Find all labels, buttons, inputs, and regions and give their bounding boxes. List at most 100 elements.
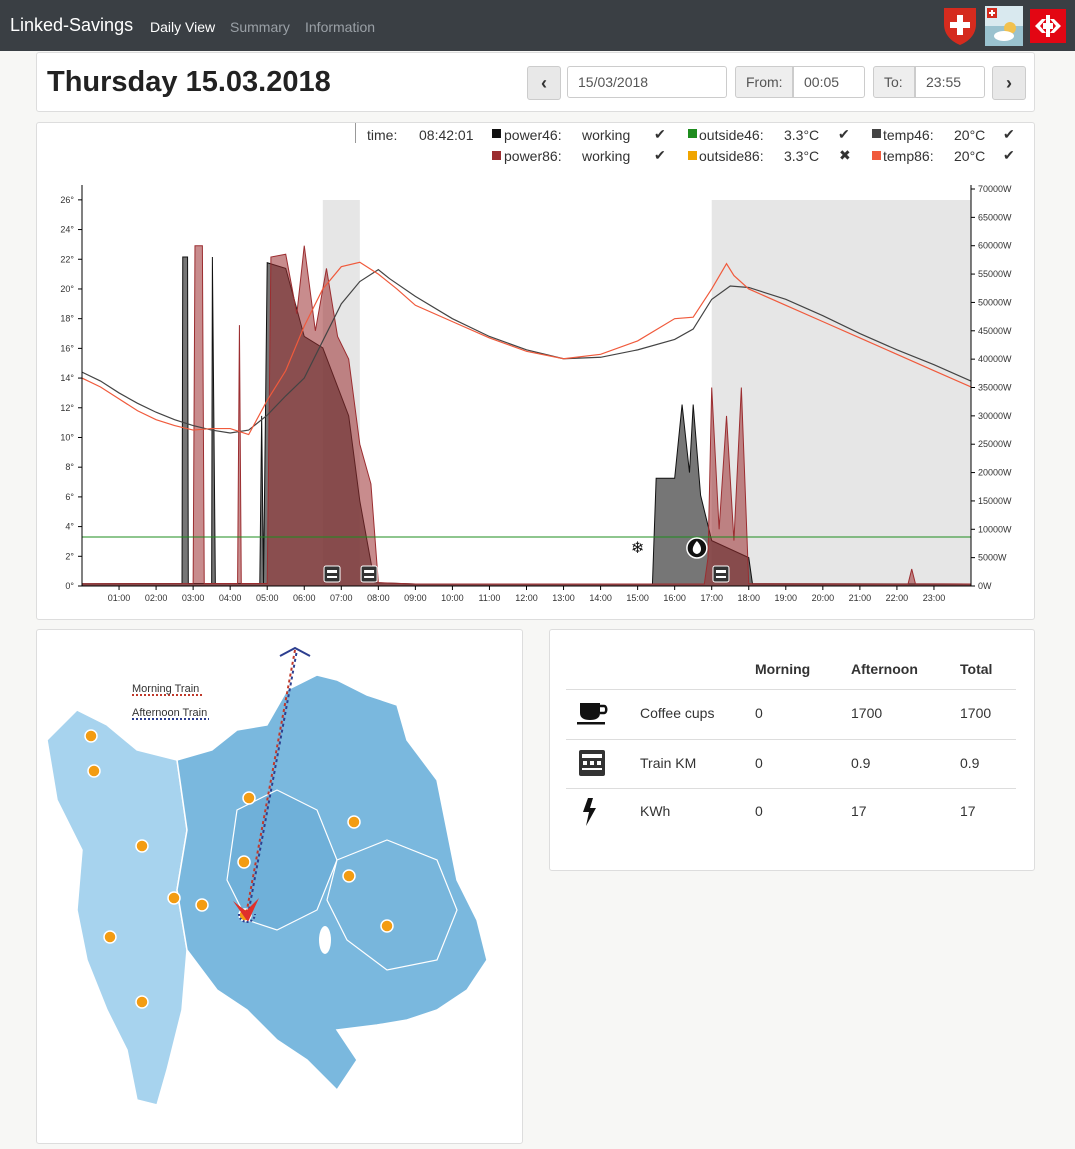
map-dot[interactable]: [342, 869, 356, 883]
series-temp46: [81, 268, 972, 434]
x-tick-label: 17:00: [700, 593, 723, 603]
route-start-arrow-icon: [233, 898, 259, 922]
y-left-tick-label: 10°: [60, 432, 74, 442]
col-header-total: Total: [960, 661, 993, 677]
map-dot[interactable]: [347, 815, 361, 829]
legend-name-temp46: temp46:: [883, 127, 934, 143]
date-header-panel: Thursday 15.03.2018 ‹ 15/03/2018 From: 0…: [36, 52, 1035, 112]
x-tick-label: 01:00: [108, 593, 131, 603]
y-right-tick-label: 20000W: [978, 468, 1012, 478]
map-dot[interactable]: [195, 898, 209, 912]
map-panel: Morning Train Afternoon Train: [36, 629, 523, 1144]
x-tick-label: 03:00: [182, 593, 205, 603]
y-left-tick-label: 14°: [60, 373, 74, 383]
map-location-dots: [84, 729, 394, 1009]
checkmark-icon: ✔: [1003, 126, 1015, 142]
train-icon-detail: [364, 570, 375, 573]
x-tick-label: 22:00: [886, 593, 909, 603]
checkmark-icon: ✔: [654, 126, 666, 142]
legend-value-temp86: 20°C: [954, 148, 986, 164]
map-region-west: [46, 709, 188, 1106]
train-icon-detail: [327, 576, 338, 578]
y-left-tick-label: 8°: [65, 462, 74, 472]
map-dot[interactable]: [135, 995, 149, 1009]
morning-legend-label: Morning Train: [132, 683, 199, 695]
page-title: Thursday 15.03.2018: [47, 66, 331, 98]
sbb-logo-icon: [1030, 9, 1066, 43]
map-dot[interactable]: [242, 791, 256, 805]
row-train-total: 0.9: [960, 755, 980, 771]
y-left-tick-label: 20°: [60, 284, 74, 294]
legend-time-value: 08:42:01: [419, 127, 474, 143]
train-icon-detail: [364, 576, 375, 578]
x-tick-label: 11:00: [479, 593, 501, 603]
x-tick-label: 10:00: [441, 593, 464, 603]
nav-information[interactable]: Information: [305, 19, 376, 35]
nav-summary[interactable]: Summary: [230, 19, 290, 35]
checkmark-icon: ✔: [654, 147, 666, 163]
row-label-train: Train KM: [640, 755, 697, 771]
y-right-tick-label: 15000W: [978, 496, 1012, 506]
table-divider: [566, 739, 1016, 740]
x-tick-label: 02:00: [145, 593, 168, 603]
map-dot[interactable]: [103, 930, 117, 944]
map-region-east: [326, 839, 458, 971]
row-label-coffee: Coffee cups: [640, 705, 715, 721]
y-left-tick-label: 18°: [60, 314, 74, 324]
map-dot[interactable]: [135, 839, 149, 853]
date-input[interactable]: 15/03/2018: [567, 66, 727, 98]
legend-name-temp86: temp86:: [883, 148, 934, 164]
legend-name-outside86: outside86:: [699, 148, 764, 164]
row-kwh-afternoon: 17: [851, 803, 867, 819]
y-left-tick-label: 2°: [65, 551, 74, 561]
from-time-input[interactable]: 00:05: [793, 66, 865, 98]
swiss-shield-icon: [944, 8, 976, 45]
x-tick-label: 21:00: [849, 593, 872, 603]
flame-icon-flame: [692, 541, 702, 554]
chart-panel: time: 08:42:01 power46: working ✔ power8…: [36, 122, 1035, 620]
x-tick-label: 16:00: [663, 593, 686, 603]
table-divider: [566, 788, 1016, 789]
y-right-tick-label: 5000W: [978, 553, 1007, 563]
map-region-zurich: [226, 789, 338, 931]
previous-day-button[interactable]: ‹: [527, 66, 561, 100]
legend-time-label: time:: [367, 127, 398, 143]
y-left-tick-label: 22°: [60, 254, 74, 264]
map-dot[interactable]: [84, 729, 98, 743]
y-right-tick-label: 55000W: [978, 269, 1012, 279]
y-right-tick-label: 30000W: [978, 411, 1012, 421]
from-label: From:: [735, 66, 793, 98]
next-day-button[interactable]: ›: [992, 66, 1026, 100]
y-right-tick-label: 0W: [978, 581, 992, 591]
series-temp86: [81, 261, 972, 436]
col-header-afternoon: Afternoon: [851, 661, 918, 677]
y-right-tick-label: 65000W: [978, 212, 1012, 222]
shaded-range: [711, 200, 971, 586]
x-tick-label: 20:00: [812, 593, 835, 603]
x-tick-label: 18:00: [737, 593, 760, 603]
legend-swatch-power86: [492, 151, 501, 160]
x-tick-label: 08:00: [367, 593, 390, 603]
brand-logo[interactable]: Linked-Savings: [10, 15, 134, 35]
map-dot[interactable]: [87, 764, 101, 778]
legend-divider: [355, 123, 356, 143]
map-dot[interactable]: [237, 855, 251, 869]
table-divider: [566, 689, 1016, 690]
map-dot[interactable]: [167, 891, 181, 905]
train-icon: [712, 565, 730, 583]
y-left-tick-label: 12°: [60, 403, 74, 413]
top-navbar: Linked-Savings Daily View Summary Inform…: [0, 0, 1075, 51]
legend-name-outside46: outside46:: [699, 127, 764, 143]
train-icon: [579, 750, 605, 776]
to-time-input[interactable]: 23:55: [915, 66, 985, 98]
energy-temperature-chart: 0° 2° 4° 6° 8° 10° 12° 14° 16° 18° 20° 22° 24° 26° 0W 5…: [60, 184, 1012, 603]
row-coffee-afternoon: 1700: [851, 705, 883, 721]
x-tick-label: 19:00: [775, 593, 798, 603]
y-left-tick-label: 26°: [60, 195, 74, 205]
row-train-morning: 0: [755, 755, 763, 771]
nav-daily-view[interactable]: Daily View: [150, 19, 216, 35]
y-left-tick-label: 16°: [60, 343, 74, 353]
col-header-morning: Morning: [755, 661, 811, 677]
legend-value-power46: working: [582, 127, 631, 143]
map-dot[interactable]: [380, 919, 394, 933]
